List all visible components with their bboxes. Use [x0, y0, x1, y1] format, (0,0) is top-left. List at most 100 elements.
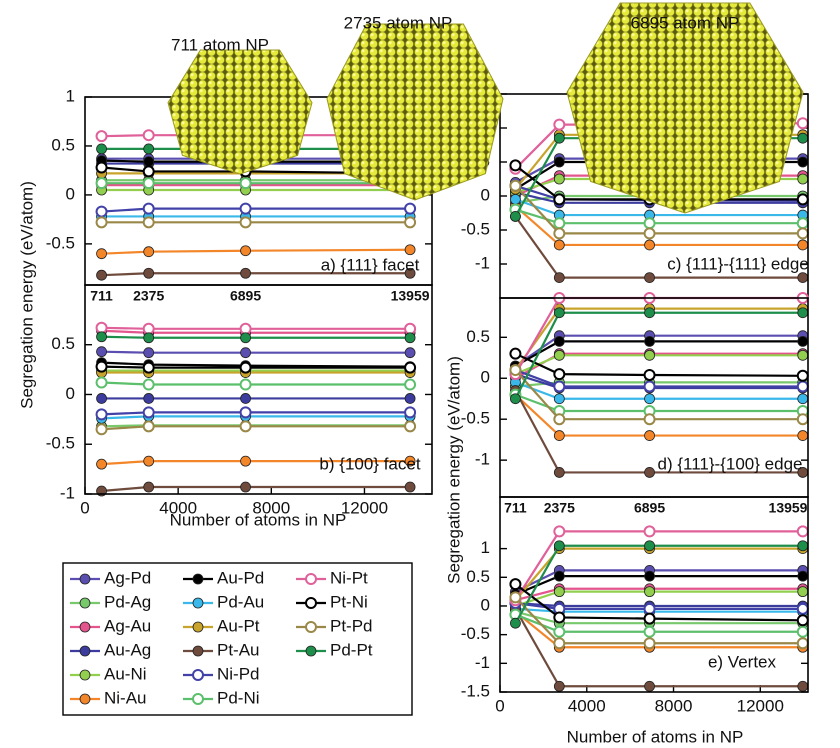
legend-marker: [305, 645, 317, 657]
legend-marker: [192, 669, 204, 681]
data-point: [404, 202, 417, 215]
data-point: [796, 625, 809, 638]
data-point: [796, 637, 809, 650]
series-line: [514, 369, 803, 421]
data-point: [553, 680, 565, 692]
series-line: [515, 393, 803, 413]
data-point: [553, 349, 565, 361]
data-point: [553, 413, 566, 426]
data-point: [797, 156, 809, 168]
data-point: [797, 393, 809, 405]
data-point: [404, 267, 416, 279]
data-point: [796, 614, 809, 627]
legend-label: Pd-Au: [217, 592, 264, 611]
y-tick-label: 0.5: [51, 135, 75, 154]
series-line: [101, 350, 411, 354]
series-line: [515, 191, 803, 204]
data-point: [96, 269, 107, 281]
data-point: [644, 349, 655, 361]
series-line: [515, 590, 803, 608]
data-point: [509, 591, 522, 604]
point-label: 13959: [769, 500, 808, 516]
series-line: [514, 390, 803, 474]
y-tick-label: 0.5: [51, 334, 75, 353]
data-point: [95, 423, 108, 436]
data-point: [96, 458, 107, 470]
data-point: [143, 332, 155, 344]
data-point: [143, 455, 155, 467]
data-point: [796, 525, 809, 538]
data-point: [509, 347, 522, 360]
data-point: [553, 132, 565, 144]
data-point: [644, 570, 655, 582]
x-tick-label: 8000: [252, 498, 290, 517]
legend-label: Ni-Pt: [330, 568, 368, 587]
series-line: [515, 607, 803, 613]
nanoparticle-image: [326, 23, 504, 201]
panel-title: d) {111}-{100} edge: [658, 454, 803, 473]
y-tick-label: 0.5: [466, 327, 490, 346]
y-tick-label: -1.5: [461, 681, 490, 700]
data-point: [143, 246, 155, 258]
legend-label: Au-Pt: [217, 616, 260, 635]
data-point: [96, 393, 107, 404]
data-point: [796, 369, 809, 382]
series-line: [101, 248, 411, 255]
point-label: 711: [504, 500, 527, 516]
data-point: [239, 406, 252, 419]
data-point: [553, 393, 565, 405]
legend-marker: [79, 669, 91, 681]
data-point: [142, 165, 155, 178]
legend-label: Au-Pd: [217, 568, 264, 587]
data-point: [553, 637, 566, 650]
x-tick-label: 12000: [341, 498, 388, 517]
data-point: [509, 578, 522, 591]
data-point: [95, 130, 108, 143]
series-line: [514, 583, 803, 622]
nanoparticle-image: [167, 49, 313, 175]
y-tick-label: 0: [481, 595, 490, 614]
data-point: [404, 378, 417, 391]
data-point: [553, 625, 566, 638]
data-point: [553, 156, 565, 168]
series-line: [514, 393, 803, 437]
image-label: 2735 atom NP: [344, 13, 453, 32]
data-point: [796, 217, 809, 230]
y-tick-label: -0.5: [461, 219, 490, 238]
panel-title: e) Vertex: [708, 652, 777, 671]
series-line: [515, 381, 803, 388]
legend-marker: [79, 645, 91, 657]
legend-marker: [79, 621, 91, 633]
data-point: [95, 408, 108, 421]
data-point: [96, 331, 107, 343]
y-tick-label: -0.5: [46, 233, 75, 252]
data-point: [797, 307, 809, 319]
data-point: [404, 347, 416, 359]
data-point: [240, 245, 251, 257]
series-line: [514, 334, 803, 367]
legend-label: Pt-Pd: [330, 616, 373, 635]
data-point: [644, 239, 655, 251]
data-point: [95, 376, 108, 389]
series-line: [514, 544, 803, 624]
y-tick-label: -0.5: [46, 434, 75, 453]
series-line: [101, 272, 411, 277]
series-line: [101, 207, 411, 213]
data-point: [643, 525, 656, 538]
data-point: [510, 193, 521, 205]
series-line: [101, 326, 411, 330]
data-point: [239, 177, 252, 190]
data-point: [796, 602, 809, 615]
data-point: [95, 177, 108, 190]
data-point: [553, 570, 565, 582]
series-line: [514, 569, 803, 593]
data-point: [644, 467, 655, 478]
data-point: [796, 380, 809, 393]
legend-label: Pd-Pt: [330, 640, 373, 659]
data-point: [239, 202, 252, 215]
data-point: [142, 177, 155, 190]
image-label: 711 atom NP: [171, 35, 269, 54]
legend-marker: [305, 573, 317, 585]
data-point: [404, 216, 417, 229]
y-tick-label: -1: [60, 483, 75, 502]
